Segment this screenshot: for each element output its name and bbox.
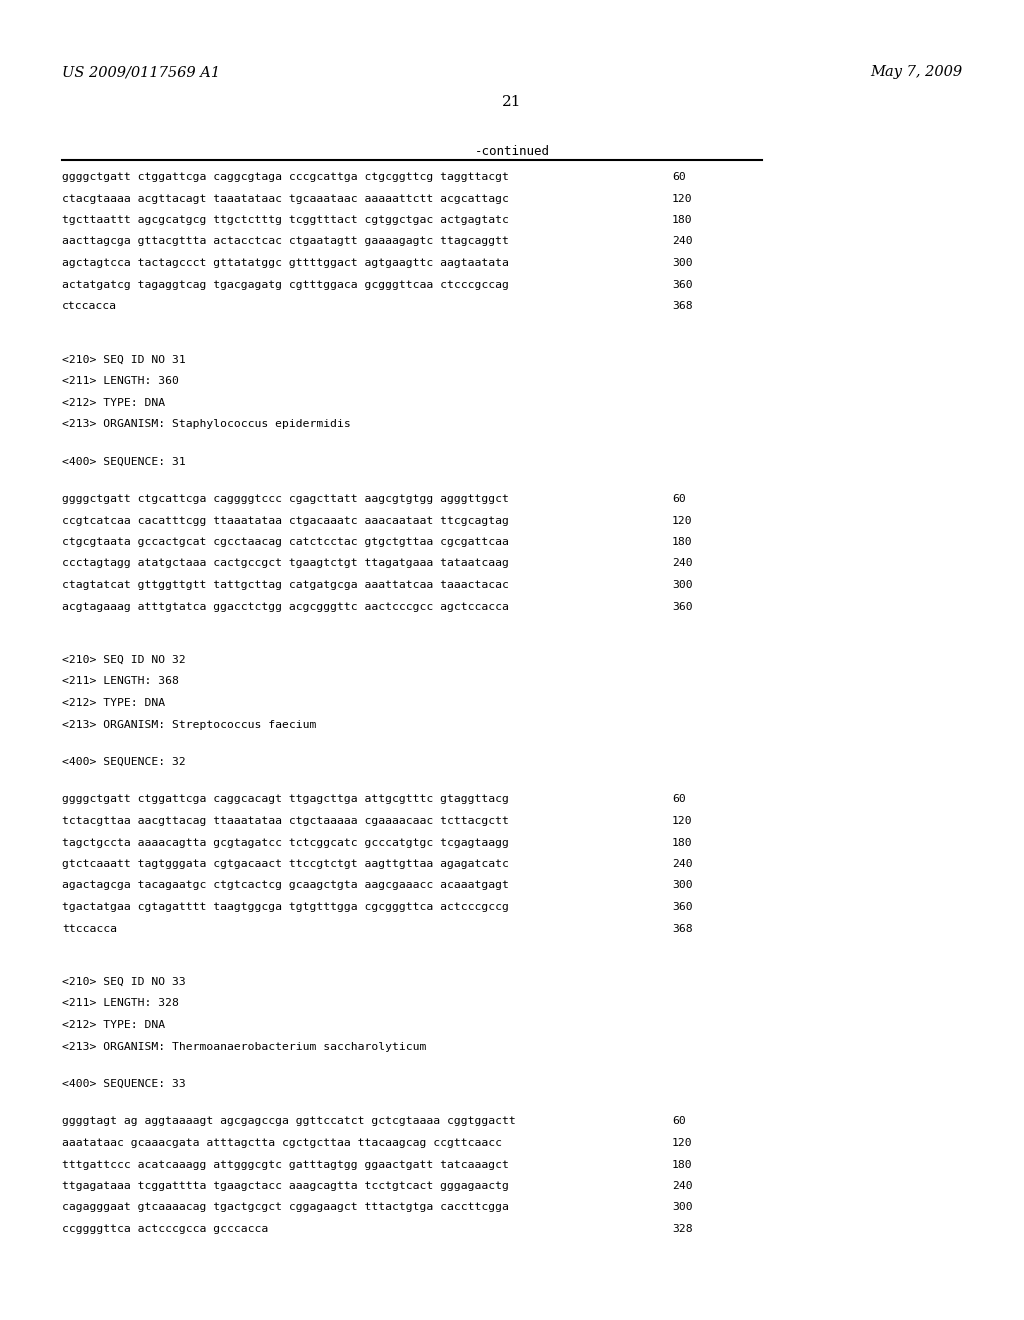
Text: ctgcgtaata gccactgcat cgcctaacag catctcctac gtgctgttaa cgcgattcaa: ctgcgtaata gccactgcat cgcctaacag catctcc…: [62, 537, 509, 546]
Text: ggggctgatt ctgcattcga caggggtccc cgagcttatt aagcgtgtgg agggttggct: ggggctgatt ctgcattcga caggggtccc cgagctt…: [62, 494, 509, 504]
Text: <213> ORGANISM: Thermoanaerobacterium saccharolyticum: <213> ORGANISM: Thermoanaerobacterium sa…: [62, 1041, 426, 1052]
Text: tgactatgaa cgtagatttt taagtggcga tgtgtttgga cgcgggttca actcccgccg: tgactatgaa cgtagatttt taagtggcga tgtgttt…: [62, 902, 509, 912]
Text: <210> SEQ ID NO 31: <210> SEQ ID NO 31: [62, 355, 185, 364]
Text: 360: 360: [672, 902, 692, 912]
Text: tctacgttaa aacgttacag ttaaatataa ctgctaaaaa cgaaaacaac tcttacgctt: tctacgttaa aacgttacag ttaaatataa ctgctaa…: [62, 816, 509, 826]
Text: ctacgtaaaa acgttacagt taaatataac tgcaaataac aaaaattctt acgcattagc: ctacgtaaaa acgttacagt taaatataac tgcaaat…: [62, 194, 509, 203]
Text: 300: 300: [672, 1203, 692, 1213]
Text: gtctcaaatt tagtgggata cgtgacaact ttccgtctgt aagttgttaa agagatcatc: gtctcaaatt tagtgggata cgtgacaact ttccgtc…: [62, 859, 509, 869]
Text: 180: 180: [672, 215, 692, 224]
Text: aacttagcga gttacgttta actacctcac ctgaatagtt gaaaagagtc ttagcaggtt: aacttagcga gttacgttta actacctcac ctgaata…: [62, 236, 509, 247]
Text: 360: 360: [672, 602, 692, 611]
Text: cagagggaat gtcaaaacag tgactgcgct cggagaagct tttactgtga caccttcgga: cagagggaat gtcaaaacag tgactgcgct cggagaa…: [62, 1203, 509, 1213]
Text: -continued: -continued: [474, 145, 550, 158]
Text: 300: 300: [672, 880, 692, 891]
Text: ggggctgatt ctggattcga caggcgtaga cccgcattga ctgcggttcg taggttacgt: ggggctgatt ctggattcga caggcgtaga cccgcat…: [62, 172, 509, 182]
Text: ttccacca: ttccacca: [62, 924, 117, 933]
Text: 180: 180: [672, 537, 692, 546]
Text: 120: 120: [672, 194, 692, 203]
Text: <213> ORGANISM: Streptococcus faecium: <213> ORGANISM: Streptococcus faecium: [62, 719, 316, 730]
Text: <400> SEQUENCE: 32: <400> SEQUENCE: 32: [62, 756, 185, 767]
Text: <212> TYPE: DNA: <212> TYPE: DNA: [62, 397, 165, 408]
Text: 120: 120: [672, 1138, 692, 1148]
Text: 120: 120: [672, 816, 692, 826]
Text: ctccacca: ctccacca: [62, 301, 117, 312]
Text: ccggggttca actcccgcca gcccacca: ccggggttca actcccgcca gcccacca: [62, 1224, 268, 1234]
Text: agctagtcca tactagccct gttatatggc gttttggact agtgaagttc aagtaatata: agctagtcca tactagccct gttatatggc gttttgg…: [62, 257, 509, 268]
Text: <400> SEQUENCE: 31: <400> SEQUENCE: 31: [62, 457, 185, 466]
Text: <213> ORGANISM: Staphylococcus epidermidis: <213> ORGANISM: Staphylococcus epidermid…: [62, 418, 351, 429]
Text: 240: 240: [672, 558, 692, 569]
Text: ggggtagt ag aggtaaaagt agcgagccga ggttccatct gctcgtaaaa cggtggactt: ggggtagt ag aggtaaaagt agcgagccga ggttcc…: [62, 1117, 516, 1126]
Text: tgcttaattt agcgcatgcg ttgctctttg tcggtttact cgtggctgac actgagtatc: tgcttaattt agcgcatgcg ttgctctttg tcggttt…: [62, 215, 509, 224]
Text: 240: 240: [672, 859, 692, 869]
Text: 240: 240: [672, 1181, 692, 1191]
Text: <211> LENGTH: 328: <211> LENGTH: 328: [62, 998, 179, 1008]
Text: aaatataac gcaaacgata atttagctta cgctgcttaa ttacaagcag ccgttcaacc: aaatataac gcaaacgata atttagctta cgctgctt…: [62, 1138, 502, 1148]
Text: <210> SEQ ID NO 33: <210> SEQ ID NO 33: [62, 977, 185, 987]
Text: ggggctgatt ctggattcga caggcacagt ttgagcttga attgcgtttc gtaggttacg: ggggctgatt ctggattcga caggcacagt ttgagct…: [62, 795, 509, 804]
Text: 328: 328: [672, 1224, 692, 1234]
Text: 240: 240: [672, 236, 692, 247]
Text: 180: 180: [672, 1159, 692, 1170]
Text: 120: 120: [672, 516, 692, 525]
Text: 300: 300: [672, 579, 692, 590]
Text: ttgagataaa tcggatttta tgaagctacc aaagcagtta tcctgtcact gggagaactg: ttgagataaa tcggatttta tgaagctacc aaagcag…: [62, 1181, 509, 1191]
Text: ctagtatcat gttggttgtt tattgcttag catgatgcga aaattatcaa taaactacac: ctagtatcat gttggttgtt tattgcttag catgatg…: [62, 579, 509, 590]
Text: 180: 180: [672, 837, 692, 847]
Text: 60: 60: [672, 1117, 686, 1126]
Text: US 2009/0117569 A1: US 2009/0117569 A1: [62, 65, 220, 79]
Text: ccgtcatcaa cacatttcgg ttaaatataa ctgacaaatc aaacaataat ttcgcagtag: ccgtcatcaa cacatttcgg ttaaatataa ctgacaa…: [62, 516, 509, 525]
Text: agactagcga tacagaatgc ctgtcactcg gcaagctgta aagcgaaacc acaaatgagt: agactagcga tacagaatgc ctgtcactcg gcaagct…: [62, 880, 509, 891]
Text: acgtagaaag atttgtatca ggacctctgg acgcgggttc aactcccgcc agctccacca: acgtagaaag atttgtatca ggacctctgg acgcggg…: [62, 602, 509, 611]
Text: 300: 300: [672, 257, 692, 268]
Text: <400> SEQUENCE: 33: <400> SEQUENCE: 33: [62, 1078, 185, 1089]
Text: 60: 60: [672, 494, 686, 504]
Text: 21: 21: [502, 95, 522, 110]
Text: 60: 60: [672, 172, 686, 182]
Text: tagctgccta aaaacagtta gcgtagatcc tctcggcatc gcccatgtgc tcgagtaagg: tagctgccta aaaacagtta gcgtagatcc tctcggc…: [62, 837, 509, 847]
Text: <212> TYPE: DNA: <212> TYPE: DNA: [62, 698, 165, 708]
Text: May 7, 2009: May 7, 2009: [869, 65, 962, 79]
Text: <211> LENGTH: 368: <211> LENGTH: 368: [62, 676, 179, 686]
Text: 360: 360: [672, 280, 692, 289]
Text: <212> TYPE: DNA: <212> TYPE: DNA: [62, 1020, 165, 1030]
Text: 368: 368: [672, 924, 692, 933]
Text: <210> SEQ ID NO 32: <210> SEQ ID NO 32: [62, 655, 185, 665]
Text: ccctagtagg atatgctaaa cactgccgct tgaagtctgt ttagatgaaa tataatcaag: ccctagtagg atatgctaaa cactgccgct tgaagtc…: [62, 558, 509, 569]
Text: actatgatcg tagaggtcag tgacgagatg cgtttggaca gcgggttcaa ctcccgccag: actatgatcg tagaggtcag tgacgagatg cgtttgg…: [62, 280, 509, 289]
Text: tttgattccc acatcaaagg attgggcgtc gatttagtgg ggaactgatt tatcaaagct: tttgattccc acatcaaagg attgggcgtc gatttag…: [62, 1159, 509, 1170]
Text: <211> LENGTH: 360: <211> LENGTH: 360: [62, 376, 179, 385]
Text: 368: 368: [672, 301, 692, 312]
Text: 60: 60: [672, 795, 686, 804]
